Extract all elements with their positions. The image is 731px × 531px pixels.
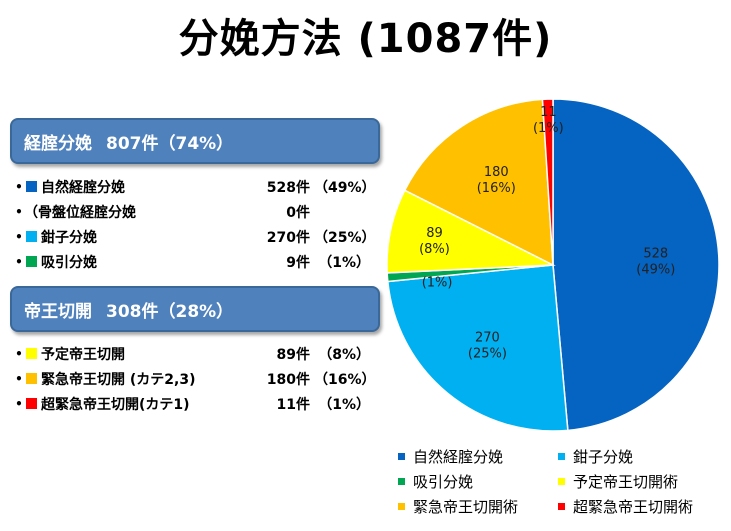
- legend-label: 予定帝王切開術: [573, 473, 679, 491]
- color-square-icon: [26, 348, 37, 359]
- item-pct: （49%）: [314, 179, 376, 196]
- legend-swatch-icon: [558, 478, 565, 485]
- item-pct: （1%）: [318, 396, 370, 413]
- list-item: • 吸引分娩 9件 （1%）: [14, 249, 380, 274]
- group-summary: 308件（28%）: [106, 301, 234, 322]
- data-label-pct: (49%): [636, 262, 675, 277]
- color-square-icon: [26, 373, 37, 384]
- list-item: • 自然経腟分娩 528件 （49%）: [14, 174, 380, 199]
- item-count: 11件: [276, 396, 310, 413]
- item-label: 超緊急帝王切開(カテ1): [41, 396, 190, 413]
- item-count: 528件: [266, 179, 310, 196]
- item-count: 0件: [286, 204, 310, 221]
- legend-label: 超緊急帝王切開術: [573, 498, 694, 516]
- data-label-pct: (25%): [468, 346, 507, 361]
- group-bar-vaginal: 経腟分娩 807件（74%）: [10, 118, 380, 164]
- legend-entry: 予定帝王切開術: [558, 471, 678, 492]
- legend-label: 緊急帝王切開術: [413, 498, 519, 516]
- legend-label: 吸引分娩: [413, 473, 474, 491]
- vaginal-list: • 自然経腟分娩 528件 （49%） • （骨盤位経腟分娩 0件 • 鉗子分娩…: [14, 174, 380, 274]
- pie-slice: [387, 264, 569, 432]
- pie-slice: [403, 98, 554, 267]
- cesarean-list: • 予定帝王切開 89件 （8%） • 緊急帝王切開 (カテ2,3) 180件 …: [14, 341, 380, 416]
- data-label-count: 528: [643, 246, 668, 261]
- bullet-icon: •: [15, 346, 23, 361]
- item-label: 吸引分娩: [41, 254, 97, 271]
- legend-entry: 鉗子分娩: [558, 446, 633, 467]
- legend-swatch-icon: [398, 453, 405, 460]
- group-name: 経腟分娩: [24, 133, 92, 154]
- legend-entry: 緊急帝王切開術: [398, 496, 518, 517]
- list-item: • 超緊急帝王切開(カテ1) 11件 （1%）: [14, 391, 380, 416]
- group-bar-cesarean: 帝王切開 308件（28%）: [10, 286, 380, 332]
- list-item: • 鉗子分娩 270件 （25%）: [14, 224, 380, 249]
- item-label: 緊急帝王切開 (カテ2,3): [41, 371, 196, 388]
- color-square-icon: [26, 181, 37, 192]
- item-label: 予定帝王切開: [41, 346, 125, 363]
- pie-slice: [552, 98, 720, 432]
- group-name: 帝王切開: [24, 301, 92, 322]
- data-label-pct: (1%): [533, 121, 564, 136]
- item-count: 270件: [266, 229, 310, 246]
- bullet-icon: •: [15, 179, 23, 194]
- legend-swatch-icon: [558, 453, 565, 460]
- data-label-count: 270: [475, 330, 500, 345]
- legend-label: 自然経腟分娩: [413, 448, 504, 466]
- color-square-icon: [26, 256, 37, 267]
- data-label-count: 180: [484, 165, 509, 180]
- item-pct: （16%）: [314, 371, 376, 388]
- page-title: 分娩方法 (1087件): [178, 16, 553, 62]
- legend-label: 鉗子分娩: [573, 448, 634, 466]
- legend-entry: 超緊急帝王切開術: [558, 496, 693, 517]
- item-pct: （25%）: [314, 229, 376, 246]
- legend-entry: 自然経腟分娩: [398, 446, 503, 467]
- data-label-pct: (1%): [422, 276, 453, 291]
- group-summary: 807件（74%）: [106, 133, 234, 154]
- legend-swatch-icon: [398, 503, 405, 510]
- legend-entry: 吸引分娩: [398, 471, 473, 492]
- data-label-pct: (16%): [477, 181, 516, 196]
- item-pct: （1%）: [318, 254, 370, 271]
- list-item: • 緊急帝王切開 (カテ2,3) 180件 （16%）: [14, 366, 380, 391]
- item-count: 9件: [286, 254, 310, 271]
- item-label: （骨盤位経腟分娩: [24, 204, 136, 221]
- pie-chart: 528(49%)270(25%)9(1%)89(8%)180(16%)11(1%…: [386, 98, 720, 432]
- list-item: • （骨盤位経腟分娩 0件: [14, 199, 380, 224]
- item-count: 89件: [276, 346, 310, 363]
- data-label-count: 11: [540, 105, 557, 120]
- pie-slice: [541, 98, 554, 266]
- legend-swatch-icon: [398, 478, 405, 485]
- data-label-count: 89: [426, 226, 443, 241]
- item-label: 自然経腟分娩: [41, 179, 125, 196]
- bullet-icon: •: [15, 229, 23, 244]
- item-pct: （8%）: [318, 346, 370, 363]
- item-count: 180件: [266, 371, 310, 388]
- color-square-icon: [26, 231, 37, 242]
- legend-swatch-icon: [558, 503, 565, 510]
- item-label: 鉗子分娩: [41, 229, 97, 246]
- bullet-icon: •: [15, 371, 23, 386]
- data-label-pct: (8%): [419, 242, 450, 257]
- color-square-icon: [26, 398, 37, 409]
- bullet-icon: •: [15, 396, 23, 411]
- bullet-icon: •: [15, 254, 23, 269]
- list-item: • 予定帝王切開 89件 （8%）: [14, 341, 380, 366]
- bullet-icon: •: [15, 204, 23, 219]
